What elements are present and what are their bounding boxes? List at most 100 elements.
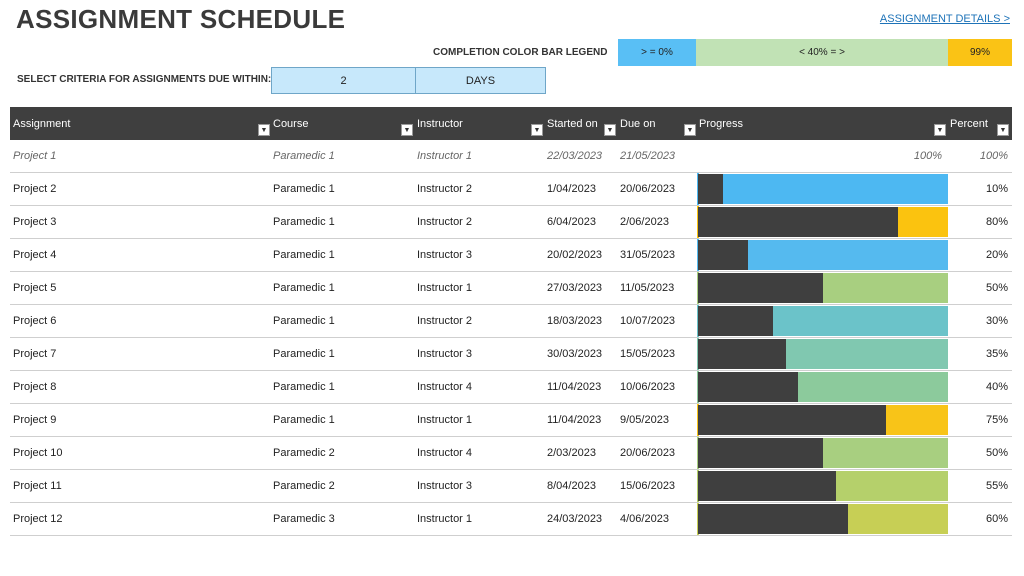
progress-cell <box>697 272 948 304</box>
progress-bar-remaining <box>798 372 948 402</box>
percent-cell: 55% <box>985 480 1008 492</box>
progress-bar-remaining <box>785 339 948 369</box>
started-on-cell: 24/03/2023 <box>547 513 603 525</box>
percent-cell: 30% <box>985 315 1008 327</box>
table-row[interactable]: Project 4 Paramedic 1 Instructor 3 20/02/20… <box>10 239 1012 272</box>
filter-dropdown-icon[interactable]: ▼ <box>684 124 696 136</box>
column-label: Instructor <box>417 118 463 130</box>
instructor-cell: Instructor 2 <box>417 183 473 195</box>
filter-dropdown-icon[interactable]: ▼ <box>401 124 413 136</box>
progress-cell <box>697 338 948 370</box>
days-input[interactable]: 2 <box>272 68 416 93</box>
instructor-cell: Instructor 1 <box>417 513 473 525</box>
table-row[interactable]: Project 11 Paramedic 2 Instructor 3 8/04/20… <box>10 470 1012 503</box>
table-row[interactable]: Project 6 Paramedic 1 Instructor 2 18/03/20… <box>10 305 1012 338</box>
filter-dropdown-icon[interactable]: ▼ <box>258 124 270 136</box>
progress-bar-fill <box>698 339 786 369</box>
progress-bar-fill <box>698 273 823 303</box>
progress-value-label: 100% <box>913 150 942 162</box>
table-row[interactable]: Project 5 Paramedic 1 Instructor 1 27/03/20… <box>10 272 1012 305</box>
progress-bar <box>698 504 948 534</box>
percent-cell: 10% <box>985 183 1008 195</box>
started-on-cell: 11/04/2023 <box>547 414 602 426</box>
percent-cell: 80% <box>985 216 1008 228</box>
due-on-cell: 20/06/2023 <box>620 447 676 459</box>
table-row[interactable]: Project 8 Paramedic 1 Instructor 4 11/04/20… <box>10 371 1012 404</box>
assignment-cell: Project 8 <box>13 381 57 393</box>
progress-cell <box>697 371 948 403</box>
course-cell: Paramedic 1 <box>273 150 335 162</box>
criteria-label: SELECT CRITERIA FOR ASSIGNMENTS DUE WITH… <box>17 74 272 85</box>
percent-cell: 50% <box>985 447 1008 459</box>
assignment-cell: Project 2 <box>13 183 57 195</box>
filter-dropdown-icon[interactable]: ▼ <box>531 124 543 136</box>
course-cell: Paramedic 1 <box>273 183 335 195</box>
course-cell: Paramedic 2 <box>273 447 335 459</box>
course-cell: Paramedic 1 <box>273 414 335 426</box>
progress-cell <box>697 404 948 436</box>
legend-label: COMPLETION COLOR BAR LEGEND <box>433 47 608 58</box>
due-on-cell: 4/06/2023 <box>620 513 669 525</box>
progress-bar-remaining <box>723 174 948 204</box>
legend-item-low: > = 0% <box>618 39 696 66</box>
progress-bar-fill <box>698 405 886 435</box>
percent-cell: 40% <box>985 381 1008 393</box>
due-on-cell: 15/05/2023 <box>620 348 676 360</box>
days-unit-label: DAYS <box>465 74 496 87</box>
table-row[interactable]: Project 7 Paramedic 1 Instructor 3 30/03/20… <box>10 338 1012 371</box>
table-row[interactable]: Project 10 Paramedic 2 Instructor 4 2/03/20… <box>10 437 1012 470</box>
percent-cell: 75% <box>985 414 1008 426</box>
course-cell: Paramedic 1 <box>273 315 335 327</box>
progress-cell: 100% <box>697 140 948 172</box>
table-body: Project 1 Paramedic 1 Instructor 1 22/03/20… <box>10 140 1012 536</box>
instructor-cell: Instructor 2 <box>417 315 473 327</box>
table-row[interactable]: Project 12 Paramedic 3 Instructor 1 24/03/2… <box>10 503 1012 536</box>
started-on-cell: 6/04/2023 <box>547 216 596 228</box>
due-on-cell: 20/06/2023 <box>620 183 676 195</box>
instructor-cell: Instructor 4 <box>417 381 473 393</box>
progress-bar-remaining <box>748 240 948 270</box>
filter-dropdown-icon[interactable]: ▼ <box>997 124 1009 136</box>
assignment-cell: Project 5 <box>13 282 57 294</box>
filter-dropdown-icon[interactable]: ▼ <box>604 124 616 136</box>
assignment-table: Assignment ▼ Course ▼ Instructor ▼ Start… <box>10 107 1012 536</box>
column-label: Course <box>273 118 309 130</box>
progress-bar-remaining <box>823 273 948 303</box>
progress-bar-remaining <box>885 405 948 435</box>
due-on-cell: 11/05/2023 <box>620 282 675 294</box>
percent-cell: 60% <box>985 513 1008 525</box>
table-row[interactable]: Project 2 Paramedic 1 Instructor 2 1/04/202… <box>10 173 1012 206</box>
table-row[interactable]: Project 9 Paramedic 1 Instructor 1 11/04/20… <box>10 404 1012 437</box>
assignment-cell: Project 11 <box>13 480 62 492</box>
due-on-cell: 31/05/2023 <box>620 249 676 261</box>
progress-bar <box>698 339 948 369</box>
instructor-cell: Instructor 3 <box>417 348 473 360</box>
progress-cell <box>697 173 948 205</box>
course-cell: Paramedic 2 <box>273 480 335 492</box>
started-on-cell: 20/02/2023 <box>547 249 603 261</box>
due-on-cell: 9/05/2023 <box>620 414 669 426</box>
progress-cell <box>697 305 948 337</box>
due-on-cell: 10/06/2023 <box>620 381 676 393</box>
instructor-cell: Instructor 1 <box>417 414 473 426</box>
due-on-cell: 10/07/2023 <box>620 315 676 327</box>
progress-bar <box>698 273 948 303</box>
percent-cell: 20% <box>985 249 1008 261</box>
course-cell: Paramedic 3 <box>273 513 335 525</box>
table-row[interactable]: Project 3 Paramedic 1 Instructor 2 6/04/202… <box>10 206 1012 239</box>
instructor-cell: Instructor 1 <box>417 150 473 162</box>
percent-cell: 50% <box>985 282 1008 294</box>
progress-cell <box>697 470 948 502</box>
started-on-cell: 1/04/2023 <box>547 183 596 195</box>
assignment-cell: Project 12 <box>13 513 63 525</box>
progress-bar-remaining <box>898 207 948 237</box>
filter-dropdown-icon[interactable]: ▼ <box>934 124 946 136</box>
started-on-cell: 30/03/2023 <box>547 348 603 360</box>
assignment-cell: Project 4 <box>13 249 57 261</box>
progress-bar-fill <box>698 306 773 336</box>
course-cell: Paramedic 1 <box>273 216 335 228</box>
progress-bar-fill <box>698 504 848 534</box>
started-on-cell: 22/03/2023 <box>547 150 603 162</box>
table-row[interactable]: Project 1 Paramedic 1 Instructor 1 22/03/20… <box>10 140 1012 173</box>
assignment-details-link[interactable]: ASSIGNMENT DETAILS > <box>879 13 1010 25</box>
